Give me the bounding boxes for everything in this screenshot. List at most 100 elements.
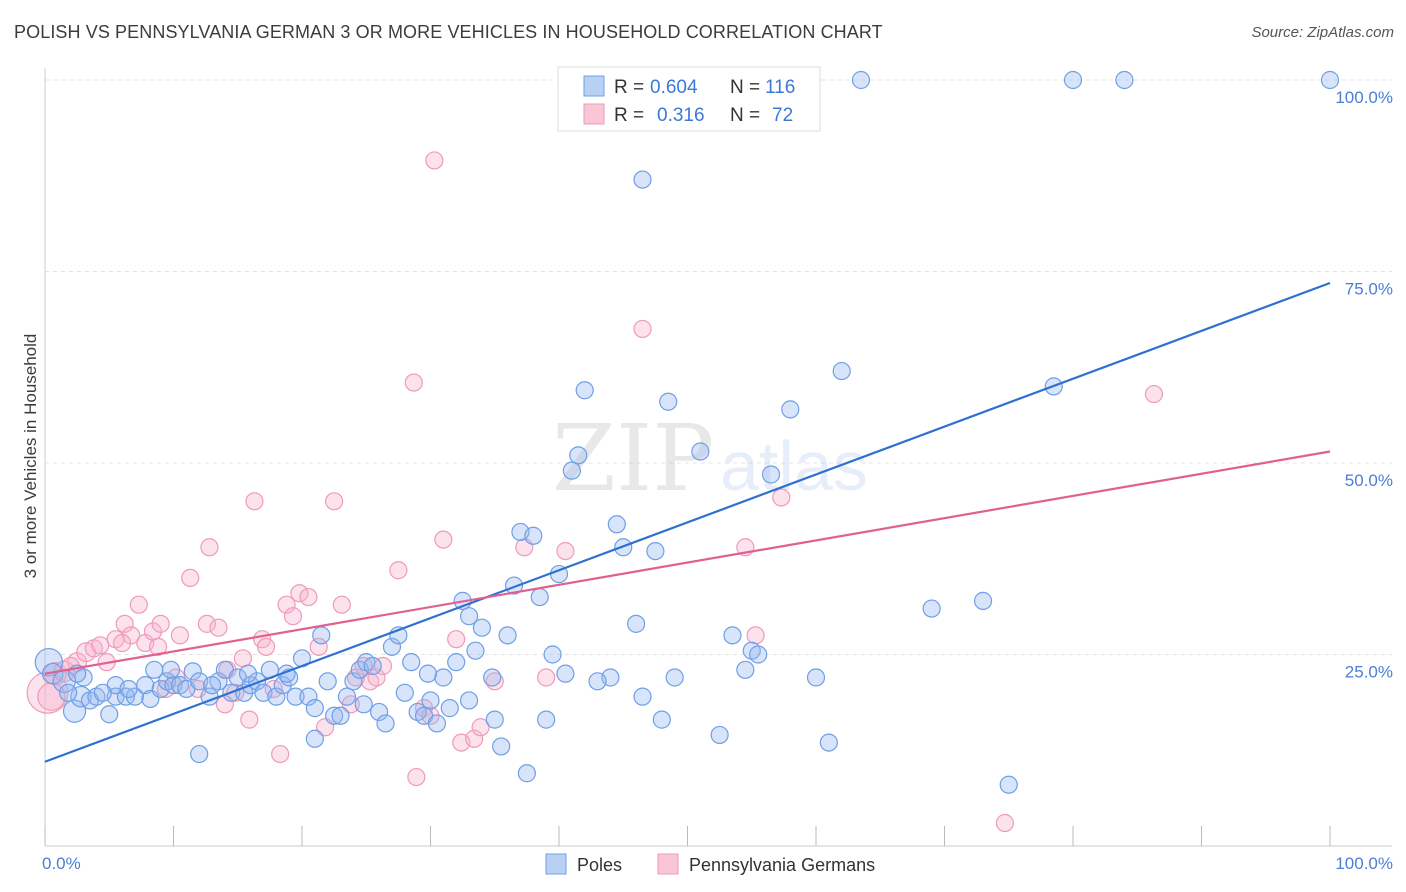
data-point xyxy=(370,702,389,722)
data-point xyxy=(421,691,440,710)
data-point xyxy=(465,729,484,748)
axes xyxy=(44,68,1392,847)
data-point xyxy=(746,626,765,645)
data-point xyxy=(93,683,112,702)
data-point xyxy=(504,576,524,595)
data-point xyxy=(402,653,421,672)
data-point xyxy=(851,70,871,90)
data-point xyxy=(277,595,296,614)
data-point xyxy=(389,561,408,580)
data-point xyxy=(781,400,800,419)
data-point xyxy=(312,626,331,645)
data-point xyxy=(233,649,252,668)
legend-bottom-swatch-poles xyxy=(545,853,567,875)
data-point xyxy=(524,526,543,545)
data-point xyxy=(749,645,768,664)
legend-bottom-label-pagerman: Pennsylvania Germans xyxy=(689,855,875,875)
data-point xyxy=(537,668,556,687)
data-point xyxy=(922,599,941,618)
data-point xyxy=(129,595,148,614)
data-point xyxy=(200,538,219,557)
data-point xyxy=(472,618,491,637)
watermark: ZIP atlas xyxy=(552,405,868,512)
data-point xyxy=(569,446,588,465)
data-point xyxy=(646,541,665,561)
data-point xyxy=(665,668,684,687)
data-point xyxy=(181,568,200,588)
data-point xyxy=(736,660,755,679)
data-point xyxy=(145,660,164,679)
data-point xyxy=(407,767,426,787)
tick-labels: 25.0% 50.0% 75.0% 100.0% 0.0% 100.0% xyxy=(42,88,1393,873)
data-point xyxy=(556,664,575,683)
data-point xyxy=(1320,70,1340,90)
data-point xyxy=(427,714,447,733)
watermark-zip: ZIP xyxy=(552,405,714,512)
data-point xyxy=(447,630,466,649)
data-point xyxy=(556,541,575,561)
data-point xyxy=(710,725,729,745)
data-point xyxy=(633,687,652,706)
data-point xyxy=(197,614,217,633)
data-point xyxy=(999,775,1018,794)
data-point xyxy=(283,607,303,626)
data-point xyxy=(62,699,87,723)
data-point xyxy=(440,699,459,718)
data-point xyxy=(418,664,438,683)
data-point xyxy=(309,637,328,656)
data-point xyxy=(691,442,710,461)
x-tick-label: 100.0% xyxy=(1335,854,1393,873)
legend-r-value-poles: 0.604 xyxy=(650,77,698,98)
data-point xyxy=(1144,384,1164,404)
series-pennsylvania-germans xyxy=(26,151,1164,833)
data-point xyxy=(112,633,132,653)
data-point xyxy=(238,664,258,683)
data-point xyxy=(305,729,324,748)
data-point xyxy=(633,319,652,339)
data-point xyxy=(466,641,485,660)
data-point xyxy=(562,461,581,480)
data-point xyxy=(354,695,373,714)
legend-swatch-poles xyxy=(583,75,605,97)
data-point xyxy=(723,626,742,645)
data-point xyxy=(161,660,181,679)
data-point xyxy=(100,705,119,724)
y-axis-label: 3 or more Vehicles in Household xyxy=(21,334,40,579)
data-point xyxy=(91,636,110,655)
trend-line xyxy=(44,450,1331,675)
series-poles xyxy=(34,70,1340,794)
data-point xyxy=(325,492,344,511)
legend-n-value-poles: 116 xyxy=(765,77,795,98)
data-point xyxy=(183,662,202,681)
data-point xyxy=(256,637,276,656)
data-point xyxy=(485,710,504,729)
data-point xyxy=(41,662,64,685)
legend-bottom-swatch-pagerman xyxy=(657,853,679,875)
data-point xyxy=(290,584,309,603)
data-point xyxy=(209,618,228,637)
data-point xyxy=(59,683,78,702)
data-point xyxy=(318,672,337,691)
y-tick-label: 25.0% xyxy=(1345,663,1393,682)
trend-line xyxy=(44,281,1331,763)
data-point xyxy=(995,813,1014,833)
data-point xyxy=(575,381,594,400)
data-point xyxy=(344,672,363,691)
data-point xyxy=(331,706,350,725)
data-point xyxy=(832,361,851,381)
data-point xyxy=(395,683,414,702)
data-point xyxy=(530,587,549,607)
legend-correlation: R = 0.604 N = 116 R = 0.316 N = 72 xyxy=(557,66,821,132)
data-point xyxy=(973,591,993,610)
data-point xyxy=(607,515,626,534)
data-point xyxy=(190,744,209,764)
data-point xyxy=(772,488,791,507)
data-point xyxy=(459,607,479,626)
legend-r-label-poles: R = xyxy=(614,77,644,98)
y-tick-label: 50.0% xyxy=(1345,471,1393,490)
legend-swatch-pagerman xyxy=(583,103,605,125)
data-point xyxy=(119,679,138,699)
data-point xyxy=(543,645,562,664)
chart-title: POLISH VS PENNSYLVANIA GERMAN 3 OR MORE … xyxy=(14,22,883,42)
